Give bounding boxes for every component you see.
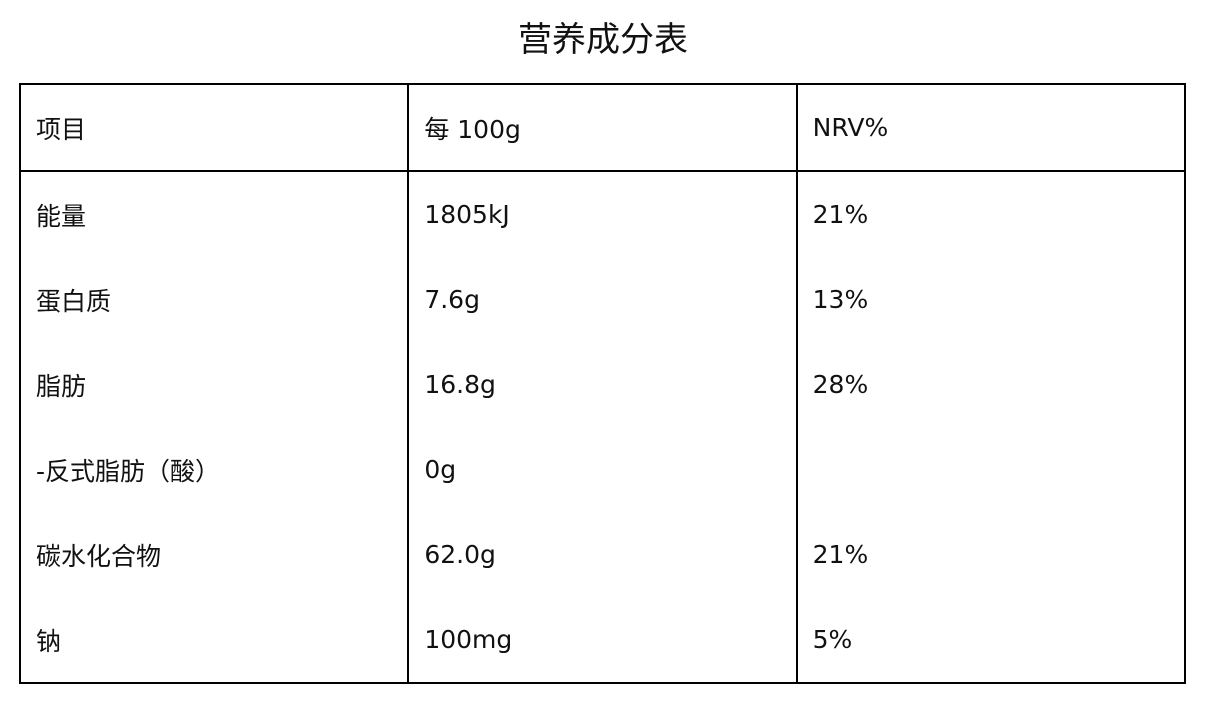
header-cell: NRV%	[795, 84, 1187, 172]
table-body: 项目每 100g NRV% 能量 1805kJ 21% 蛋白质 7.6g 13% 脂肪 16.8g…	[18, 84, 1187, 683]
table-cell: 1805kJ	[407, 171, 798, 257]
table-cell: 钠	[18, 597, 410, 683]
table-cell: 5%	[795, 597, 1187, 683]
header-cell: 项目	[18, 84, 410, 172]
header-row: 项目每 100g NRV%	[18, 84, 1187, 172]
table-cell: 13%	[795, 257, 1187, 342]
table-cell: 16.8g	[407, 342, 798, 427]
table-cell: 脂肪	[18, 342, 410, 427]
table-cell	[795, 427, 1187, 512]
nutrition-table: 项目每 100g NRV% 能量 1805kJ 21% 蛋白质 7.6g 13% 脂肪 16.8g…	[18, 83, 1187, 684]
header-cell: 每 100g	[407, 84, 798, 172]
table-row: 钠 100mg 5%	[18, 597, 1187, 683]
table-cell: 能量	[18, 171, 410, 257]
table-cell: 蛋白质	[18, 257, 410, 342]
table-cell: -反式脂肪（酸）	[18, 427, 410, 512]
table-row: -反式脂肪（酸） 0g	[18, 427, 1187, 512]
table-row: 碳水化合物 62.0g 21%	[18, 512, 1187, 597]
table-cell: 28%	[795, 342, 1187, 427]
table-row: 蛋白质 7.6g 13%	[18, 257, 1187, 342]
table-row: 脂肪 16.8g 28%	[18, 342, 1187, 427]
table-row: 能量 1805kJ 21%	[18, 171, 1187, 257]
table-cell: 21%	[795, 512, 1187, 597]
table-cell: 碳水化合物	[18, 512, 410, 597]
table-cell: 7.6g	[407, 257, 798, 342]
title: 营养成分表	[518, 20, 688, 60]
table-cell: 0g	[407, 427, 798, 512]
table-cell: 62.0g	[407, 512, 798, 597]
table-cell: 21%	[795, 171, 1187, 257]
table-cell: 100mg	[407, 597, 798, 683]
